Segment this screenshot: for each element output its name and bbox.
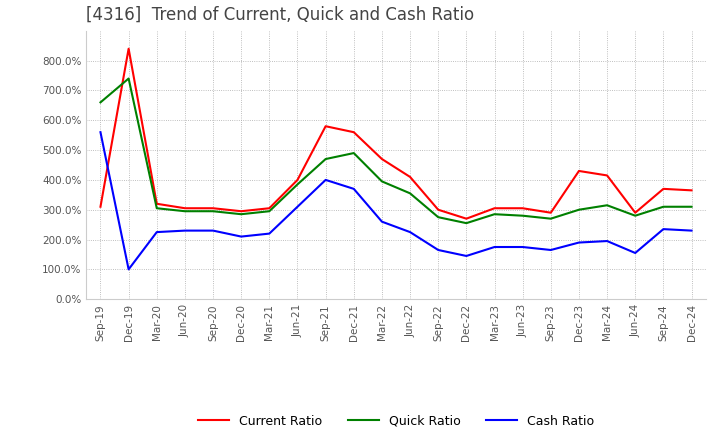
Current Ratio xyxy=(237,209,246,214)
Cash Ratio xyxy=(377,219,386,224)
Cash Ratio xyxy=(209,228,217,233)
Cash Ratio xyxy=(96,129,105,135)
Current Ratio xyxy=(603,173,611,178)
Quick Ratio xyxy=(96,100,105,105)
Cash Ratio xyxy=(321,177,330,183)
Legend: Current Ratio, Quick Ratio, Cash Ratio: Current Ratio, Quick Ratio, Cash Ratio xyxy=(193,410,599,433)
Cash Ratio xyxy=(153,230,161,235)
Quick Ratio xyxy=(434,215,443,220)
Cash Ratio xyxy=(406,230,415,235)
Cash Ratio xyxy=(434,247,443,253)
Quick Ratio xyxy=(546,216,555,221)
Current Ratio xyxy=(462,216,471,221)
Quick Ratio xyxy=(631,213,639,218)
Quick Ratio xyxy=(237,212,246,217)
Cash Ratio xyxy=(575,240,583,245)
Quick Ratio xyxy=(462,220,471,226)
Cash Ratio xyxy=(181,228,189,233)
Current Ratio xyxy=(659,186,667,191)
Cash Ratio xyxy=(546,247,555,253)
Cash Ratio xyxy=(490,244,499,249)
Line: Current Ratio: Current Ratio xyxy=(101,49,691,219)
Quick Ratio xyxy=(518,213,527,218)
Current Ratio xyxy=(575,169,583,174)
Cash Ratio xyxy=(462,253,471,259)
Current Ratio xyxy=(321,124,330,129)
Cash Ratio xyxy=(125,267,133,272)
Current Ratio xyxy=(181,205,189,211)
Current Ratio xyxy=(209,205,217,211)
Current Ratio xyxy=(153,201,161,206)
Current Ratio xyxy=(265,205,274,211)
Current Ratio xyxy=(546,210,555,215)
Current Ratio xyxy=(293,177,302,183)
Current Ratio xyxy=(349,129,358,135)
Text: [4316]  Trend of Current, Quick and Cash Ratio: [4316] Trend of Current, Quick and Cash … xyxy=(86,6,474,24)
Cash Ratio xyxy=(631,250,639,256)
Quick Ratio xyxy=(293,182,302,187)
Quick Ratio xyxy=(575,207,583,213)
Current Ratio xyxy=(125,46,133,51)
Quick Ratio xyxy=(349,150,358,156)
Current Ratio xyxy=(96,204,105,209)
Quick Ratio xyxy=(125,76,133,81)
Quick Ratio xyxy=(687,204,696,209)
Quick Ratio xyxy=(153,205,161,211)
Current Ratio xyxy=(687,188,696,193)
Current Ratio xyxy=(434,207,443,213)
Quick Ratio xyxy=(181,209,189,214)
Quick Ratio xyxy=(603,202,611,208)
Quick Ratio xyxy=(209,209,217,214)
Cash Ratio xyxy=(518,244,527,249)
Cash Ratio xyxy=(293,204,302,209)
Current Ratio xyxy=(406,174,415,180)
Current Ratio xyxy=(490,205,499,211)
Cash Ratio xyxy=(603,238,611,244)
Quick Ratio xyxy=(490,212,499,217)
Cash Ratio xyxy=(349,186,358,191)
Quick Ratio xyxy=(377,179,386,184)
Current Ratio xyxy=(518,205,527,211)
Quick Ratio xyxy=(265,209,274,214)
Line: Quick Ratio: Quick Ratio xyxy=(101,78,691,223)
Cash Ratio xyxy=(237,234,246,239)
Quick Ratio xyxy=(659,204,667,209)
Cash Ratio xyxy=(687,228,696,233)
Current Ratio xyxy=(631,210,639,215)
Quick Ratio xyxy=(406,191,415,196)
Cash Ratio xyxy=(265,231,274,236)
Current Ratio xyxy=(377,156,386,161)
Line: Cash Ratio: Cash Ratio xyxy=(101,132,691,269)
Cash Ratio xyxy=(659,227,667,232)
Quick Ratio xyxy=(321,156,330,161)
